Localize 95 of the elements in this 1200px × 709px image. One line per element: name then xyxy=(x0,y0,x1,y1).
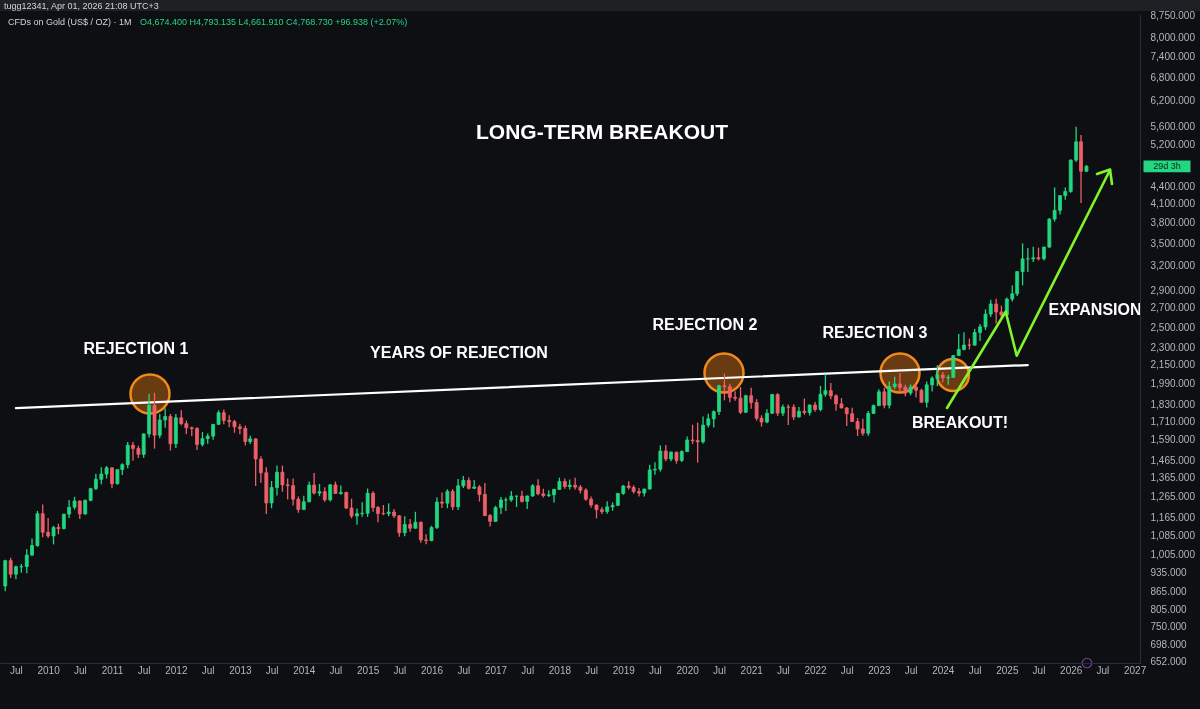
y-tick-label: 1,005.000 xyxy=(1150,548,1196,560)
x-tick-label: 2027 xyxy=(1123,664,1147,676)
annotation: REJECTION 2 xyxy=(652,316,758,333)
x-tick-label: Jul xyxy=(265,664,279,676)
x-tick-label: Jul xyxy=(585,664,598,676)
x-tick-label: 2014 xyxy=(293,664,316,676)
x-tick-label: 2011 xyxy=(101,664,124,676)
x-tick-label: Jul xyxy=(1032,664,1046,676)
x-tick-label: 2022 xyxy=(804,664,828,676)
y-tick-label: 652.000 xyxy=(1150,656,1188,668)
annotation: O4,674.400 H4,793.135 L4,661.910 C4,768.730 +96.938 (+2.07%) xyxy=(140,17,408,27)
x-tick-label: Jul xyxy=(904,664,918,676)
y-tick-label: 805.000 xyxy=(1150,603,1188,615)
annotation: EXPANSION xyxy=(1048,301,1142,318)
y-tick-label: 2,500.000 xyxy=(1150,321,1196,333)
x-tick-label: 2019 xyxy=(612,664,636,676)
x-tick-label: 2016 xyxy=(420,664,444,676)
x-tick-label: 2021 xyxy=(740,664,764,676)
annotation: YEARS OF REJECTION xyxy=(370,344,548,361)
y-tick-label: 2,700.000 xyxy=(1150,302,1196,314)
x-tick-label: 2020 xyxy=(676,664,700,676)
x-tick-label: Jul xyxy=(457,664,471,676)
y-tick-label: 8,000.000 xyxy=(1150,31,1196,43)
candlestick xyxy=(125,441,130,469)
y-tick-label: 1,590.000 xyxy=(1150,434,1196,446)
x-tick-label: Jul xyxy=(713,664,726,676)
candlestick xyxy=(887,380,892,410)
x-tick-label: 2023 xyxy=(868,664,891,676)
x-tick-label: Jul xyxy=(137,664,151,676)
y-tick-label: 5,200.000 xyxy=(1150,139,1196,151)
candlestick xyxy=(51,525,56,546)
chart-subtitle: CFDs on Gold (US$ / OZ) · 1M xyxy=(8,17,132,27)
candlestick xyxy=(786,403,791,426)
y-tick-label: 1,710.000 xyxy=(1150,416,1196,428)
y-tick-label: 698.000 xyxy=(1150,639,1188,651)
x-tick-label: Jul xyxy=(10,664,23,676)
x-tick-label: Jul xyxy=(776,664,790,676)
y-tick-label: 3,200.000 xyxy=(1150,260,1196,272)
x-tick-label: Jul xyxy=(393,664,407,676)
y-tick-label: 1,465.000 xyxy=(1150,454,1196,466)
candlestick xyxy=(445,488,450,509)
x-tick-label: 2013 xyxy=(229,664,252,676)
y-tick-label: 6,200.000 xyxy=(1150,95,1196,107)
annotation: REJECTION 1 xyxy=(83,340,189,357)
candlestick xyxy=(450,488,455,511)
y-tick-label: 3,500.000 xyxy=(1150,237,1196,249)
x-tick-label: Jul xyxy=(840,664,854,676)
x-tick-label: Jul xyxy=(521,664,535,676)
x-tick-label: Jul xyxy=(1096,664,1110,676)
y-tick-label: 7,400.000 xyxy=(1150,51,1196,63)
y-tick-label: 2,300.000 xyxy=(1150,342,1196,354)
x-tick-label: 2024 xyxy=(932,664,955,676)
x-tick-label: 2015 xyxy=(357,664,380,676)
y-tick-label: 1,990.000 xyxy=(1150,378,1196,390)
x-tick-label: Jul xyxy=(73,664,87,676)
annotation: BREAKOUT! xyxy=(912,414,1008,431)
y-tick-label: 1,265.000 xyxy=(1150,491,1196,503)
y-tick-label: 4,400.000 xyxy=(1150,180,1196,192)
y-tick-label: 6,800.000 xyxy=(1150,72,1196,84)
text: 29d 3h xyxy=(1153,161,1181,172)
candlestick xyxy=(440,491,444,509)
candlestick xyxy=(110,466,114,489)
y-tick-label: 1,085.000 xyxy=(1150,529,1196,541)
y-tick-label: 935.000 xyxy=(1150,566,1188,578)
y-tick-label: 865.000 xyxy=(1150,585,1188,597)
candlestick xyxy=(77,499,82,520)
x-tick-label: Jul xyxy=(201,664,215,676)
y-tick-label: 3,800.000 xyxy=(1150,217,1196,229)
text: LONG-TERM BREAKOUT xyxy=(476,120,729,143)
y-tick-label: 4,100.000 xyxy=(1150,198,1196,210)
x-tick-label: 2010 xyxy=(37,664,61,676)
candlestick xyxy=(775,392,780,417)
candlestick xyxy=(882,387,887,409)
y-tick-label: 2,150.000 xyxy=(1150,359,1196,371)
candlestick xyxy=(503,496,508,512)
y-tick-label: 1,830.000 xyxy=(1150,399,1196,411)
y-tick-label: 1,165.000 xyxy=(1150,511,1196,523)
candlestick xyxy=(8,557,13,579)
text: tugg12341, Apr 01, 2026 21:08 UTC+3 xyxy=(4,1,159,11)
y-tick-label: 750.000 xyxy=(1150,621,1188,633)
x-tick-label: 2017 xyxy=(484,664,508,676)
x-tick-label: Jul xyxy=(329,664,343,676)
y-tick-label: 8,750.000 xyxy=(1150,9,1196,21)
x-tick-label: Jul xyxy=(968,664,982,676)
candlestick xyxy=(338,484,343,496)
y-tick-label: 2,900.000 xyxy=(1150,284,1196,296)
x-tick-label: 2018 xyxy=(548,664,572,676)
x-tick-label: 2012 xyxy=(165,664,188,676)
candlestick xyxy=(402,515,407,537)
x-tick-label: Jul xyxy=(649,664,662,676)
x-tick-label: 2026 xyxy=(1060,664,1083,676)
x-tick-label: 2025 xyxy=(996,664,1019,676)
y-tick-label: 5,600.000 xyxy=(1150,120,1196,132)
y-tick-label: 1,365.000 xyxy=(1150,472,1196,484)
annotation: REJECTION 3 xyxy=(822,324,928,341)
